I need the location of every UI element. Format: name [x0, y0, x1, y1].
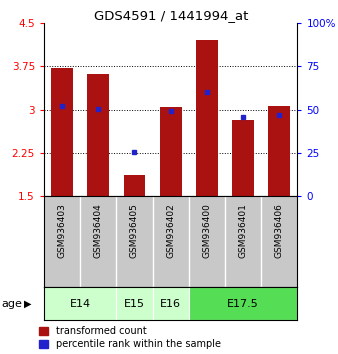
Bar [116, 287, 152, 320]
Text: GSM936404: GSM936404 [94, 203, 103, 258]
Bar [51, 68, 73, 196]
Text: GSM936400: GSM936400 [202, 203, 211, 258]
Bar [189, 287, 297, 320]
Bar [152, 287, 189, 320]
Text: GSM936406: GSM936406 [275, 203, 284, 258]
Text: GSM936403: GSM936403 [57, 203, 67, 258]
Text: age: age [2, 298, 23, 309]
Bar [88, 74, 109, 196]
Text: ▶: ▶ [24, 298, 31, 309]
Text: GSM936402: GSM936402 [166, 203, 175, 258]
Text: E14: E14 [70, 298, 91, 309]
Bar [268, 106, 290, 196]
Title: GDS4591 / 1441994_at: GDS4591 / 1441994_at [94, 9, 248, 22]
Text: E16: E16 [160, 298, 181, 309]
Text: GSM936405: GSM936405 [130, 203, 139, 258]
Bar [44, 287, 116, 320]
Bar [160, 107, 182, 196]
Text: E17.5: E17.5 [227, 298, 259, 309]
Bar [196, 40, 218, 196]
Legend: transformed count, percentile rank within the sample: transformed count, percentile rank withi… [39, 326, 221, 349]
Text: E15: E15 [124, 298, 145, 309]
Bar [124, 175, 145, 196]
Bar [232, 120, 254, 196]
Text: GSM936401: GSM936401 [239, 203, 248, 258]
